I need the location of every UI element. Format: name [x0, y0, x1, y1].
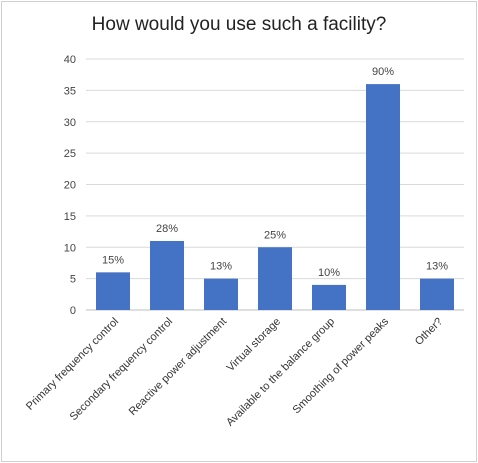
x-tick-label: Available to the balance group: [224, 316, 337, 429]
bar: [258, 247, 292, 310]
data-labels: 15% 28% 13% 25% 10% 90% 13%: [102, 66, 448, 279]
bar: [96, 272, 130, 310]
x-tick-label: Secondary frequency control: [68, 316, 176, 424]
data-label: 90%: [372, 66, 394, 78]
y-tick-label: 40: [64, 54, 76, 66]
y-tick-label: 15: [64, 211, 76, 223]
y-axis: 0 5 10 15 20 25 30 35 40: [64, 54, 76, 317]
x-tick-label: Virtual storage: [225, 316, 284, 375]
y-tick-label: 30: [64, 117, 76, 129]
bar: [420, 278, 454, 310]
data-label: 15%: [102, 254, 124, 266]
data-label: 13%: [426, 261, 448, 273]
bar: [312, 284, 346, 310]
x-tick-label: Smoothing of power peaks: [291, 315, 392, 416]
y-tick-label: 10: [64, 242, 76, 254]
bars: [96, 84, 454, 310]
data-label: 25%: [264, 229, 286, 241]
chart-title: How would you use such a facility?: [91, 14, 387, 35]
y-tick-label: 20: [64, 180, 76, 192]
bar: [204, 278, 238, 310]
bar: [366, 84, 400, 310]
data-label: 28%: [156, 223, 178, 235]
x-tick-label: Reactive power adjustment: [127, 316, 229, 418]
x-tick-label: Primary frequency control: [24, 316, 121, 413]
x-tick-label: Other?: [413, 316, 445, 348]
data-label: 13%: [210, 261, 232, 273]
y-tick-label: 25: [64, 148, 76, 160]
y-tick-label: 5: [70, 274, 76, 286]
y-tick-label: 35: [64, 85, 76, 97]
data-label: 10%: [318, 267, 340, 279]
y-tick-label: 0: [70, 305, 76, 317]
bar: [150, 240, 184, 310]
